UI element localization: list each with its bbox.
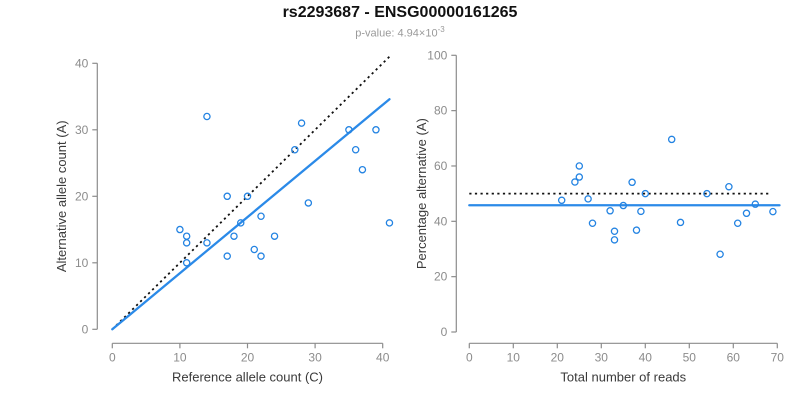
- data-point: [351, 145, 360, 154]
- y-tick-label: 40: [75, 56, 89, 70]
- data-point: [250, 245, 259, 254]
- data-point: [345, 126, 353, 134]
- data-point: [667, 135, 676, 144]
- y-tick-label: 80: [434, 104, 448, 118]
- x-axis-title: Total number of reads: [560, 369, 686, 384]
- data-point: [619, 201, 628, 210]
- y-tick-label: 100: [427, 48, 447, 62]
- data-point: [358, 165, 367, 174]
- pvalue-label: p-value:: [355, 27, 398, 40]
- y-tick-label: 20: [434, 270, 448, 284]
- data-point: [641, 189, 650, 198]
- data-point: [257, 212, 265, 220]
- data-point: [637, 207, 645, 216]
- y-axis-title: Alternative allele count (A): [54, 120, 69, 272]
- y-tick-label: 20: [75, 189, 89, 203]
- data-point: [203, 112, 211, 121]
- data-point: [270, 232, 279, 240]
- y-tick-label: 60: [434, 159, 448, 173]
- x-tick-label: 30: [308, 350, 322, 364]
- data-point: [236, 219, 245, 227]
- x-tick-label: 0: [466, 350, 473, 364]
- x-tick-label: 20: [551, 350, 565, 364]
- x-tick-label: 50: [683, 350, 697, 364]
- y-tick-label: 40: [434, 214, 448, 228]
- pvalue-times-base: ×10: [418, 27, 438, 40]
- y-tick-label: 30: [75, 123, 89, 137]
- page-title: rs2293687 - ENSG00000161265: [282, 4, 518, 21]
- pvalue-subtitle: p-value: 4.94×10-3: [0, 25, 800, 40]
- left-scatter-panel: 0 10 20 30 40 0 10 20 30 40 Reference allele count…: [54, 56, 394, 384]
- data-point: [742, 209, 751, 218]
- data-point: [223, 252, 231, 260]
- y-tick-label: 0: [441, 325, 448, 339]
- data-point: [257, 252, 265, 260]
- data-point: [182, 259, 191, 267]
- x-tick-label: 70: [771, 350, 785, 364]
- data-point: [733, 219, 742, 228]
- fit-line: [111, 98, 391, 331]
- data-point: [372, 126, 380, 134]
- data-point: [182, 239, 191, 247]
- x-tick-label: 0: [109, 350, 116, 364]
- x-axis-title: Reference allele count (C): [172, 369, 323, 384]
- data-point: [588, 219, 597, 228]
- right-scatter-panel: 0 20 40 60 80 100 0 10 20 30 40 50 60 70 Total number …: [414, 48, 784, 384]
- identity-line: [111, 56, 391, 330]
- data-point: [243, 192, 252, 201]
- x-tick-label: 60: [727, 350, 741, 364]
- x-tick-label: 40: [376, 350, 390, 364]
- data-point: [291, 145, 299, 154]
- data-point: [716, 250, 724, 258]
- y-tick-label: 10: [75, 256, 89, 270]
- data-point: [385, 219, 394, 227]
- y-tick-label: 0: [82, 322, 89, 336]
- pvalue-exponent: -3: [437, 25, 445, 34]
- x-tick-label: 10: [173, 350, 187, 364]
- data-point: [725, 182, 733, 191]
- x-tick-label: 40: [639, 350, 653, 364]
- data-point: [676, 218, 685, 227]
- pvalue-mantissa: 4.94: [397, 27, 419, 40]
- data-point: [557, 196, 566, 205]
- y-axis-title: Percentage alternative (A): [414, 118, 429, 269]
- data-point: [628, 178, 636, 187]
- data-point: [606, 207, 614, 215]
- data-point: [575, 173, 584, 181]
- data-point: [584, 195, 592, 203]
- data-point: [230, 232, 238, 240]
- data-point: [223, 192, 231, 201]
- data-point: [575, 162, 584, 170]
- data-point: [703, 189, 711, 198]
- data-point: [751, 200, 760, 208]
- x-tick-label: 30: [595, 350, 609, 364]
- data-point: [203, 239, 211, 247]
- data-point: [769, 207, 777, 216]
- data-point: [571, 178, 579, 186]
- data-point: [632, 226, 641, 234]
- data-point: [610, 236, 619, 244]
- data-point: [304, 199, 313, 207]
- data-point: [610, 227, 619, 236]
- x-tick-label: 20: [241, 350, 255, 364]
- x-tick-label: 10: [507, 350, 521, 364]
- data-point: [182, 232, 191, 240]
- data-point: [176, 225, 184, 234]
- data-point: [297, 119, 306, 127]
